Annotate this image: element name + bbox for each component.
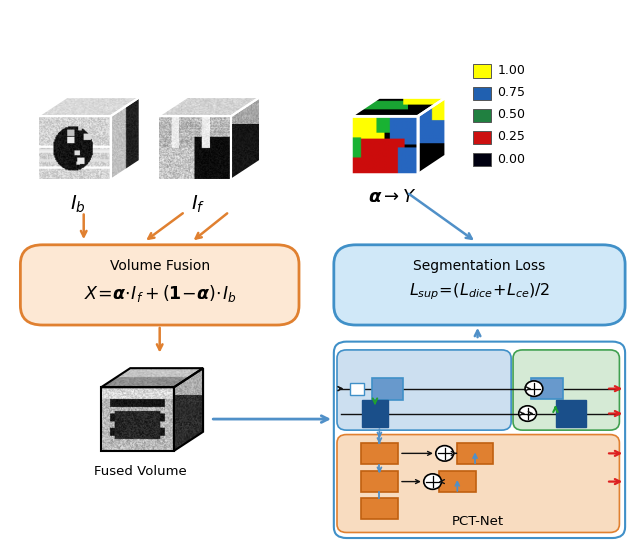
Bar <box>362 400 389 427</box>
FancyBboxPatch shape <box>334 341 625 538</box>
Text: 0.75: 0.75 <box>497 86 525 99</box>
Text: 0.50: 0.50 <box>497 108 525 121</box>
Bar <box>457 443 494 464</box>
FancyBboxPatch shape <box>20 245 299 325</box>
Text: $\boldsymbol{\alpha} \rightarrow Y$: $\boldsymbol{\alpha} \rightarrow Y$ <box>368 188 417 206</box>
Text: PCT-Net: PCT-Net <box>452 515 504 528</box>
Bar <box>439 471 476 492</box>
Text: $X\!=\!\boldsymbol{\alpha}\!\cdot\! I_f + (\mathbf{1}\!-\!\boldsymbol{\alpha})\!: $X\!=\!\boldsymbol{\alpha}\!\cdot\! I_f … <box>83 282 236 304</box>
Text: Volume Fusion: Volume Fusion <box>109 259 210 272</box>
FancyBboxPatch shape <box>337 350 511 430</box>
Text: Fused Volume: Fused Volume <box>94 465 187 478</box>
Text: $\mathit{I}_b$: $\mathit{I}_b$ <box>69 193 85 215</box>
Bar <box>473 109 491 122</box>
Circle shape <box>519 406 536 421</box>
Bar <box>556 400 586 427</box>
FancyBboxPatch shape <box>513 350 619 430</box>
Text: 1.00: 1.00 <box>497 64 525 77</box>
Text: Segmentation Loss: Segmentation Loss <box>413 259 546 272</box>
Bar <box>473 153 491 166</box>
FancyBboxPatch shape <box>334 245 625 325</box>
Text: $L_{sup}\!=\!(L_{dice}\!+\!L_{ce})/2$: $L_{sup}\!=\!(L_{dice}\!+\!L_{ce})/2$ <box>409 281 550 302</box>
Text: 0.25: 0.25 <box>497 131 525 143</box>
Bar <box>473 64 491 78</box>
Text: 0.00: 0.00 <box>497 152 525 166</box>
Bar <box>361 443 398 464</box>
Bar <box>361 471 398 492</box>
Circle shape <box>525 381 543 396</box>
Text: $\mathit{I}_f$: $\mathit{I}_f$ <box>191 193 205 215</box>
Bar <box>373 378 403 400</box>
Circle shape <box>436 445 453 461</box>
Bar <box>532 378 563 399</box>
FancyBboxPatch shape <box>337 435 619 533</box>
Bar <box>350 383 364 395</box>
Bar <box>473 87 491 100</box>
Bar <box>473 131 491 144</box>
Bar <box>361 498 398 519</box>
Circle shape <box>424 474 441 489</box>
